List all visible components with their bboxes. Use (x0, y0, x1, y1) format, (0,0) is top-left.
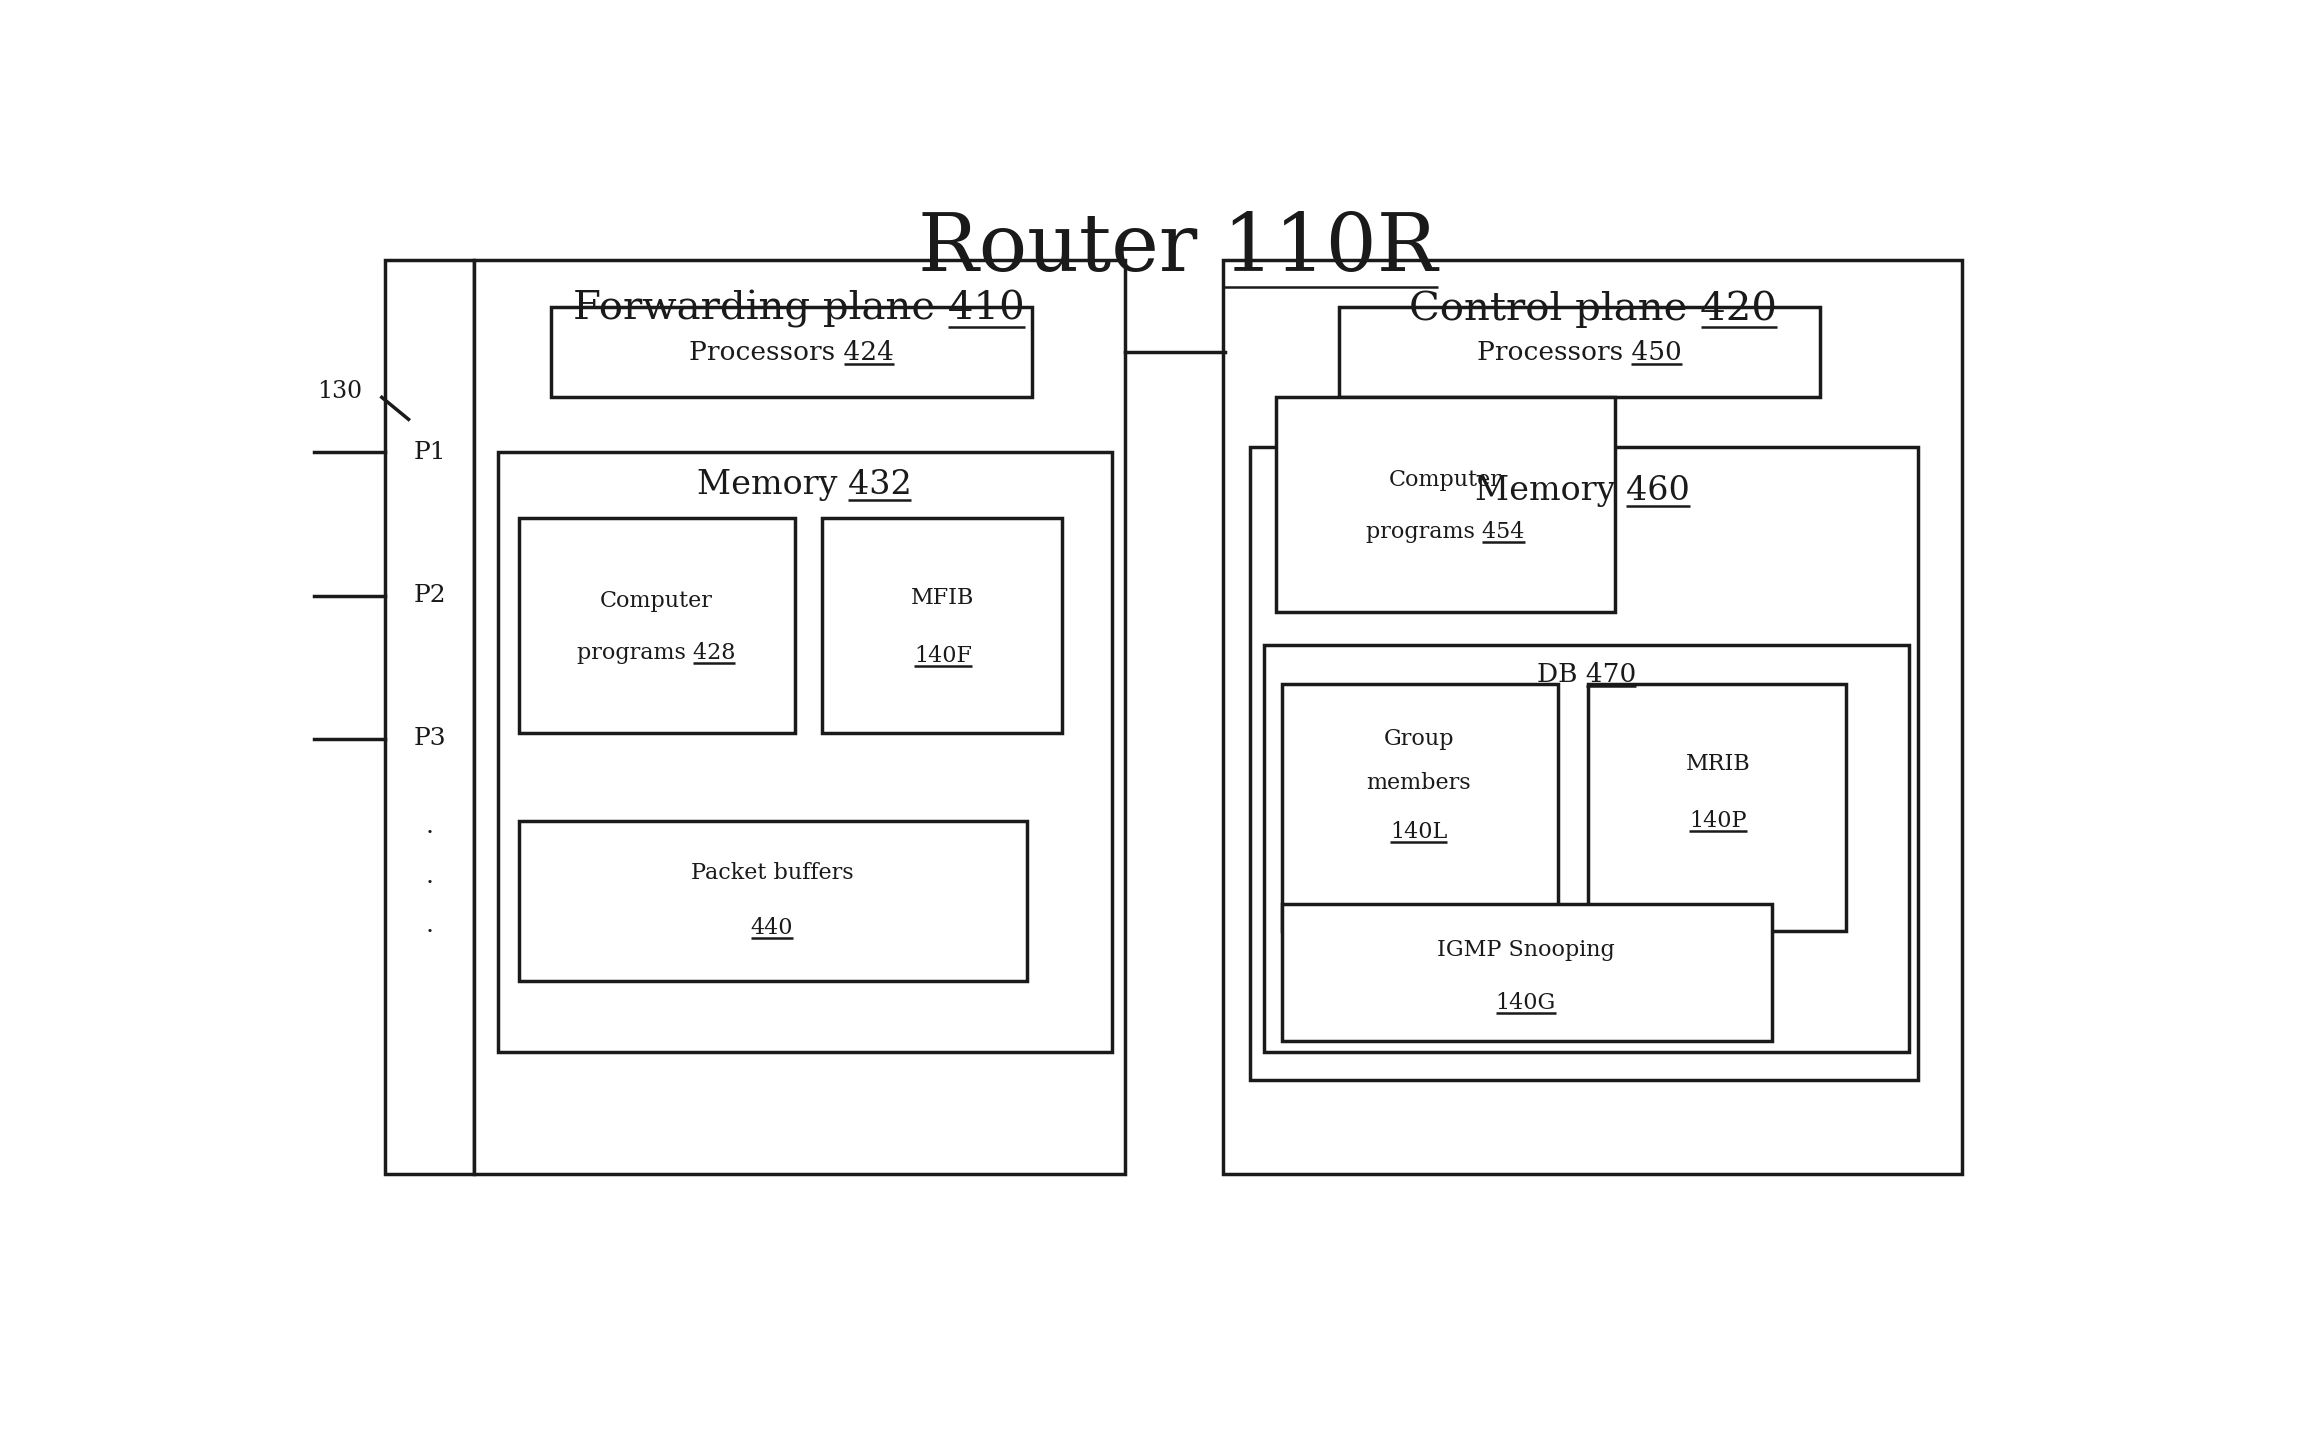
Bar (386, 260, 474, 1174)
Text: members: members (1366, 772, 1471, 794)
Text: DB 470: DB 470 (1536, 662, 1637, 688)
Text: P2: P2 (414, 583, 446, 606)
Text: Group: Group (1384, 728, 1453, 749)
Text: Computer: Computer (600, 591, 713, 612)
Text: .: . (425, 815, 435, 838)
Text: 140L: 140L (1391, 821, 1448, 844)
Bar (474, 260, 1124, 1174)
Text: 140F: 140F (915, 645, 972, 666)
Bar (1281, 904, 1773, 1041)
Text: Forwarding plane 410: Forwarding plane 410 (572, 290, 1025, 329)
Text: P1: P1 (414, 440, 446, 463)
Text: programs 428: programs 428 (577, 642, 736, 664)
Text: Packet buffers: Packet buffers (690, 862, 853, 884)
Text: 130: 130 (317, 380, 363, 403)
Text: IGMP Snooping: IGMP Snooping (1437, 940, 1614, 961)
Bar (1251, 446, 1917, 1080)
Bar (520, 821, 1028, 981)
Text: 140P: 140P (1690, 811, 1747, 832)
Text: Processors 424: Processors 424 (690, 340, 894, 365)
Bar (1276, 398, 1614, 612)
Bar (1264, 645, 1908, 1052)
Bar (520, 519, 795, 734)
Text: Control plane 420: Control plane 420 (1409, 290, 1777, 327)
Bar (1223, 260, 1961, 1174)
Text: P3: P3 (414, 728, 446, 751)
Text: MRIB: MRIB (1685, 754, 1750, 775)
Bar (823, 519, 1062, 734)
Text: MFIB: MFIB (910, 586, 975, 609)
Text: Memory 460: Memory 460 (1476, 475, 1690, 506)
Text: Processors 450: Processors 450 (1476, 340, 1681, 365)
Bar (497, 452, 1113, 1052)
Bar (552, 307, 1032, 398)
Bar (1589, 684, 1846, 931)
Bar (1281, 684, 1559, 931)
Text: Computer: Computer (1389, 469, 1501, 490)
Text: Router 110R: Router 110R (920, 210, 1437, 287)
Text: 140G: 140G (1497, 992, 1556, 1014)
Text: programs 454: programs 454 (1366, 521, 1524, 542)
Text: 440: 440 (752, 917, 793, 940)
Text: .: . (425, 914, 435, 937)
Text: Memory 432: Memory 432 (697, 469, 910, 502)
Bar (1338, 307, 1819, 398)
Text: .: . (425, 865, 435, 888)
